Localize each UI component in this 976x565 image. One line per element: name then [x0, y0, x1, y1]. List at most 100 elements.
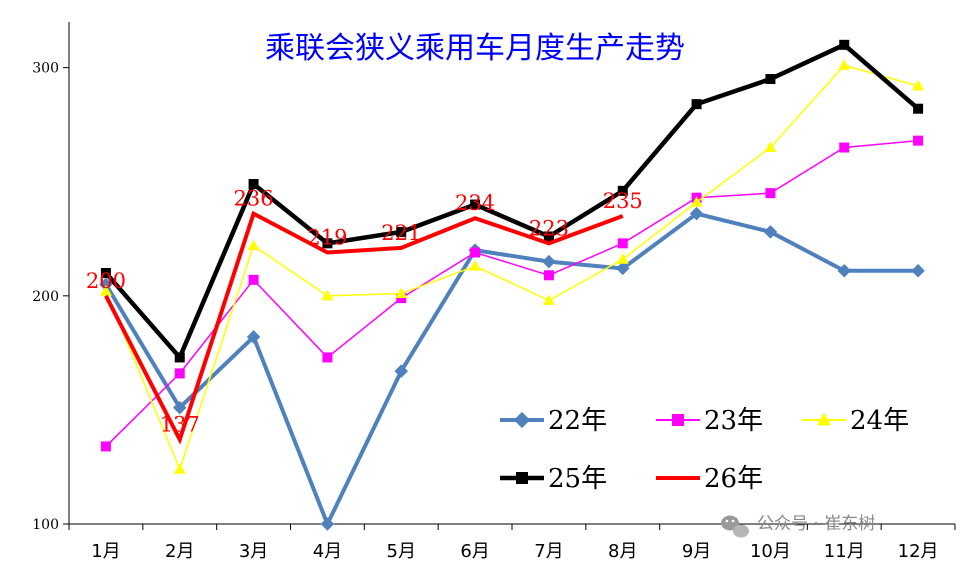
legend-label: 25年: [548, 464, 607, 494]
series-point: [99, 285, 112, 296]
series-layer: [99, 39, 925, 531]
legend-label: 24年: [850, 406, 909, 436]
series-point: [174, 368, 185, 379]
series-point: [248, 179, 259, 190]
series-point: [765, 74, 776, 85]
series-point: [913, 135, 924, 146]
legend-item: 24年: [802, 406, 909, 436]
series-point: [542, 254, 556, 269]
y-tick-label: 100: [32, 517, 59, 533]
series-point: [320, 517, 335, 531]
x-tick-label: 6月: [460, 541, 489, 562]
series-point: [912, 79, 925, 91]
series-point: [616, 253, 629, 264]
series-point: [469, 260, 482, 271]
series-point: [321, 289, 334, 301]
series-line: [105, 64, 919, 472]
series-point: [542, 294, 555, 305]
series-point: [763, 225, 778, 239]
legend-swatch-marker: [513, 411, 531, 429]
data-label: 236: [234, 187, 274, 211]
legend-swatch-marker: [516, 472, 528, 484]
data-label: 137: [160, 413, 200, 437]
series-point: [690, 196, 703, 207]
series-point: [248, 274, 259, 285]
legend-swatch-marker: [816, 412, 832, 426]
x-tick-label: 2月: [165, 541, 194, 562]
legend-label: 23年: [704, 406, 763, 436]
axes: 100 200 300 1月 2月 3月 4月 5月 6月 7月 8月 9月 10月 11月 12月: [32, 22, 956, 562]
series-point: [394, 364, 408, 378]
series-point: [616, 261, 630, 276]
data-label: 219: [307, 225, 347, 249]
series-point: [765, 188, 776, 199]
series-point: [543, 231, 554, 242]
series-line: [104, 210, 624, 445]
series-point: [837, 263, 851, 278]
series-5: [104, 210, 624, 445]
series-line: [104, 42, 920, 362]
series-1: [99, 206, 925, 531]
chart-title: 乘联会狭义乘用车月度生产走势: [265, 31, 685, 66]
series-4: [100, 39, 924, 363]
series-point: [395, 287, 408, 299]
x-tick-label: 12月: [898, 541, 939, 562]
legend-swatch-marker: [672, 414, 684, 426]
data-label: 200: [86, 269, 126, 293]
data-labels: 200 137 236 219 221 234 223 235: [86, 187, 643, 437]
x-tick-label: 9月: [682, 541, 711, 562]
data-label: 235: [603, 189, 643, 213]
legend-item: 26年: [656, 464, 763, 494]
series-point: [173, 463, 186, 474]
series-point: [913, 103, 924, 114]
series-point: [764, 141, 777, 152]
x-tick-label: 5月: [387, 541, 416, 562]
series-point: [617, 185, 628, 196]
series-point: [246, 330, 261, 344]
series-point: [543, 270, 554, 281]
series-point: [100, 268, 111, 278]
series-3: [99, 59, 925, 474]
watermark-text: 公众号 · 崔东树: [757, 514, 875, 534]
series-point: [839, 39, 850, 50]
series-point: [839, 142, 850, 153]
series-point: [617, 238, 628, 249]
x-tick-label: 4月: [313, 541, 342, 562]
data-label: 234: [455, 191, 495, 215]
series-point: [838, 59, 851, 70]
series-point: [691, 99, 702, 110]
series-point: [322, 352, 333, 363]
legend: 22年 23年 24年 25年 26年: [500, 406, 909, 494]
series-point: [396, 226, 407, 237]
x-tick-label: 8月: [608, 541, 637, 562]
x-tick-label: 7月: [534, 541, 563, 562]
x-tick-label: 3月: [239, 541, 268, 562]
x-tick-label: 11月: [824, 541, 865, 562]
wechat-icon: [721, 515, 749, 538]
series-point: [173, 400, 187, 415]
series-point: [470, 247, 481, 258]
series-point: [911, 263, 925, 278]
series-point: [247, 239, 260, 251]
series-line: [104, 211, 919, 529]
legend-item: 22年: [500, 406, 607, 436]
legend-item: 23年: [656, 406, 763, 436]
series-point: [100, 441, 111, 452]
series-point: [322, 238, 333, 249]
series-point: [174, 352, 185, 363]
y-tick-label: 200: [32, 289, 59, 305]
series-point: [396, 293, 407, 304]
series-2: [100, 135, 924, 452]
watermark: 公众号 · 崔东树: [721, 514, 875, 538]
data-label: 223: [529, 216, 569, 240]
x-tick-label: 10月: [750, 541, 791, 562]
series-point: [689, 206, 704, 221]
data-label: 221: [381, 221, 421, 245]
series-point: [470, 199, 481, 210]
series-point: [99, 277, 113, 292]
legend-item: 25年: [500, 464, 607, 494]
legend-label: 22年: [548, 406, 607, 436]
series-line: [105, 139, 919, 447]
y-tick-label: 300: [32, 61, 59, 77]
